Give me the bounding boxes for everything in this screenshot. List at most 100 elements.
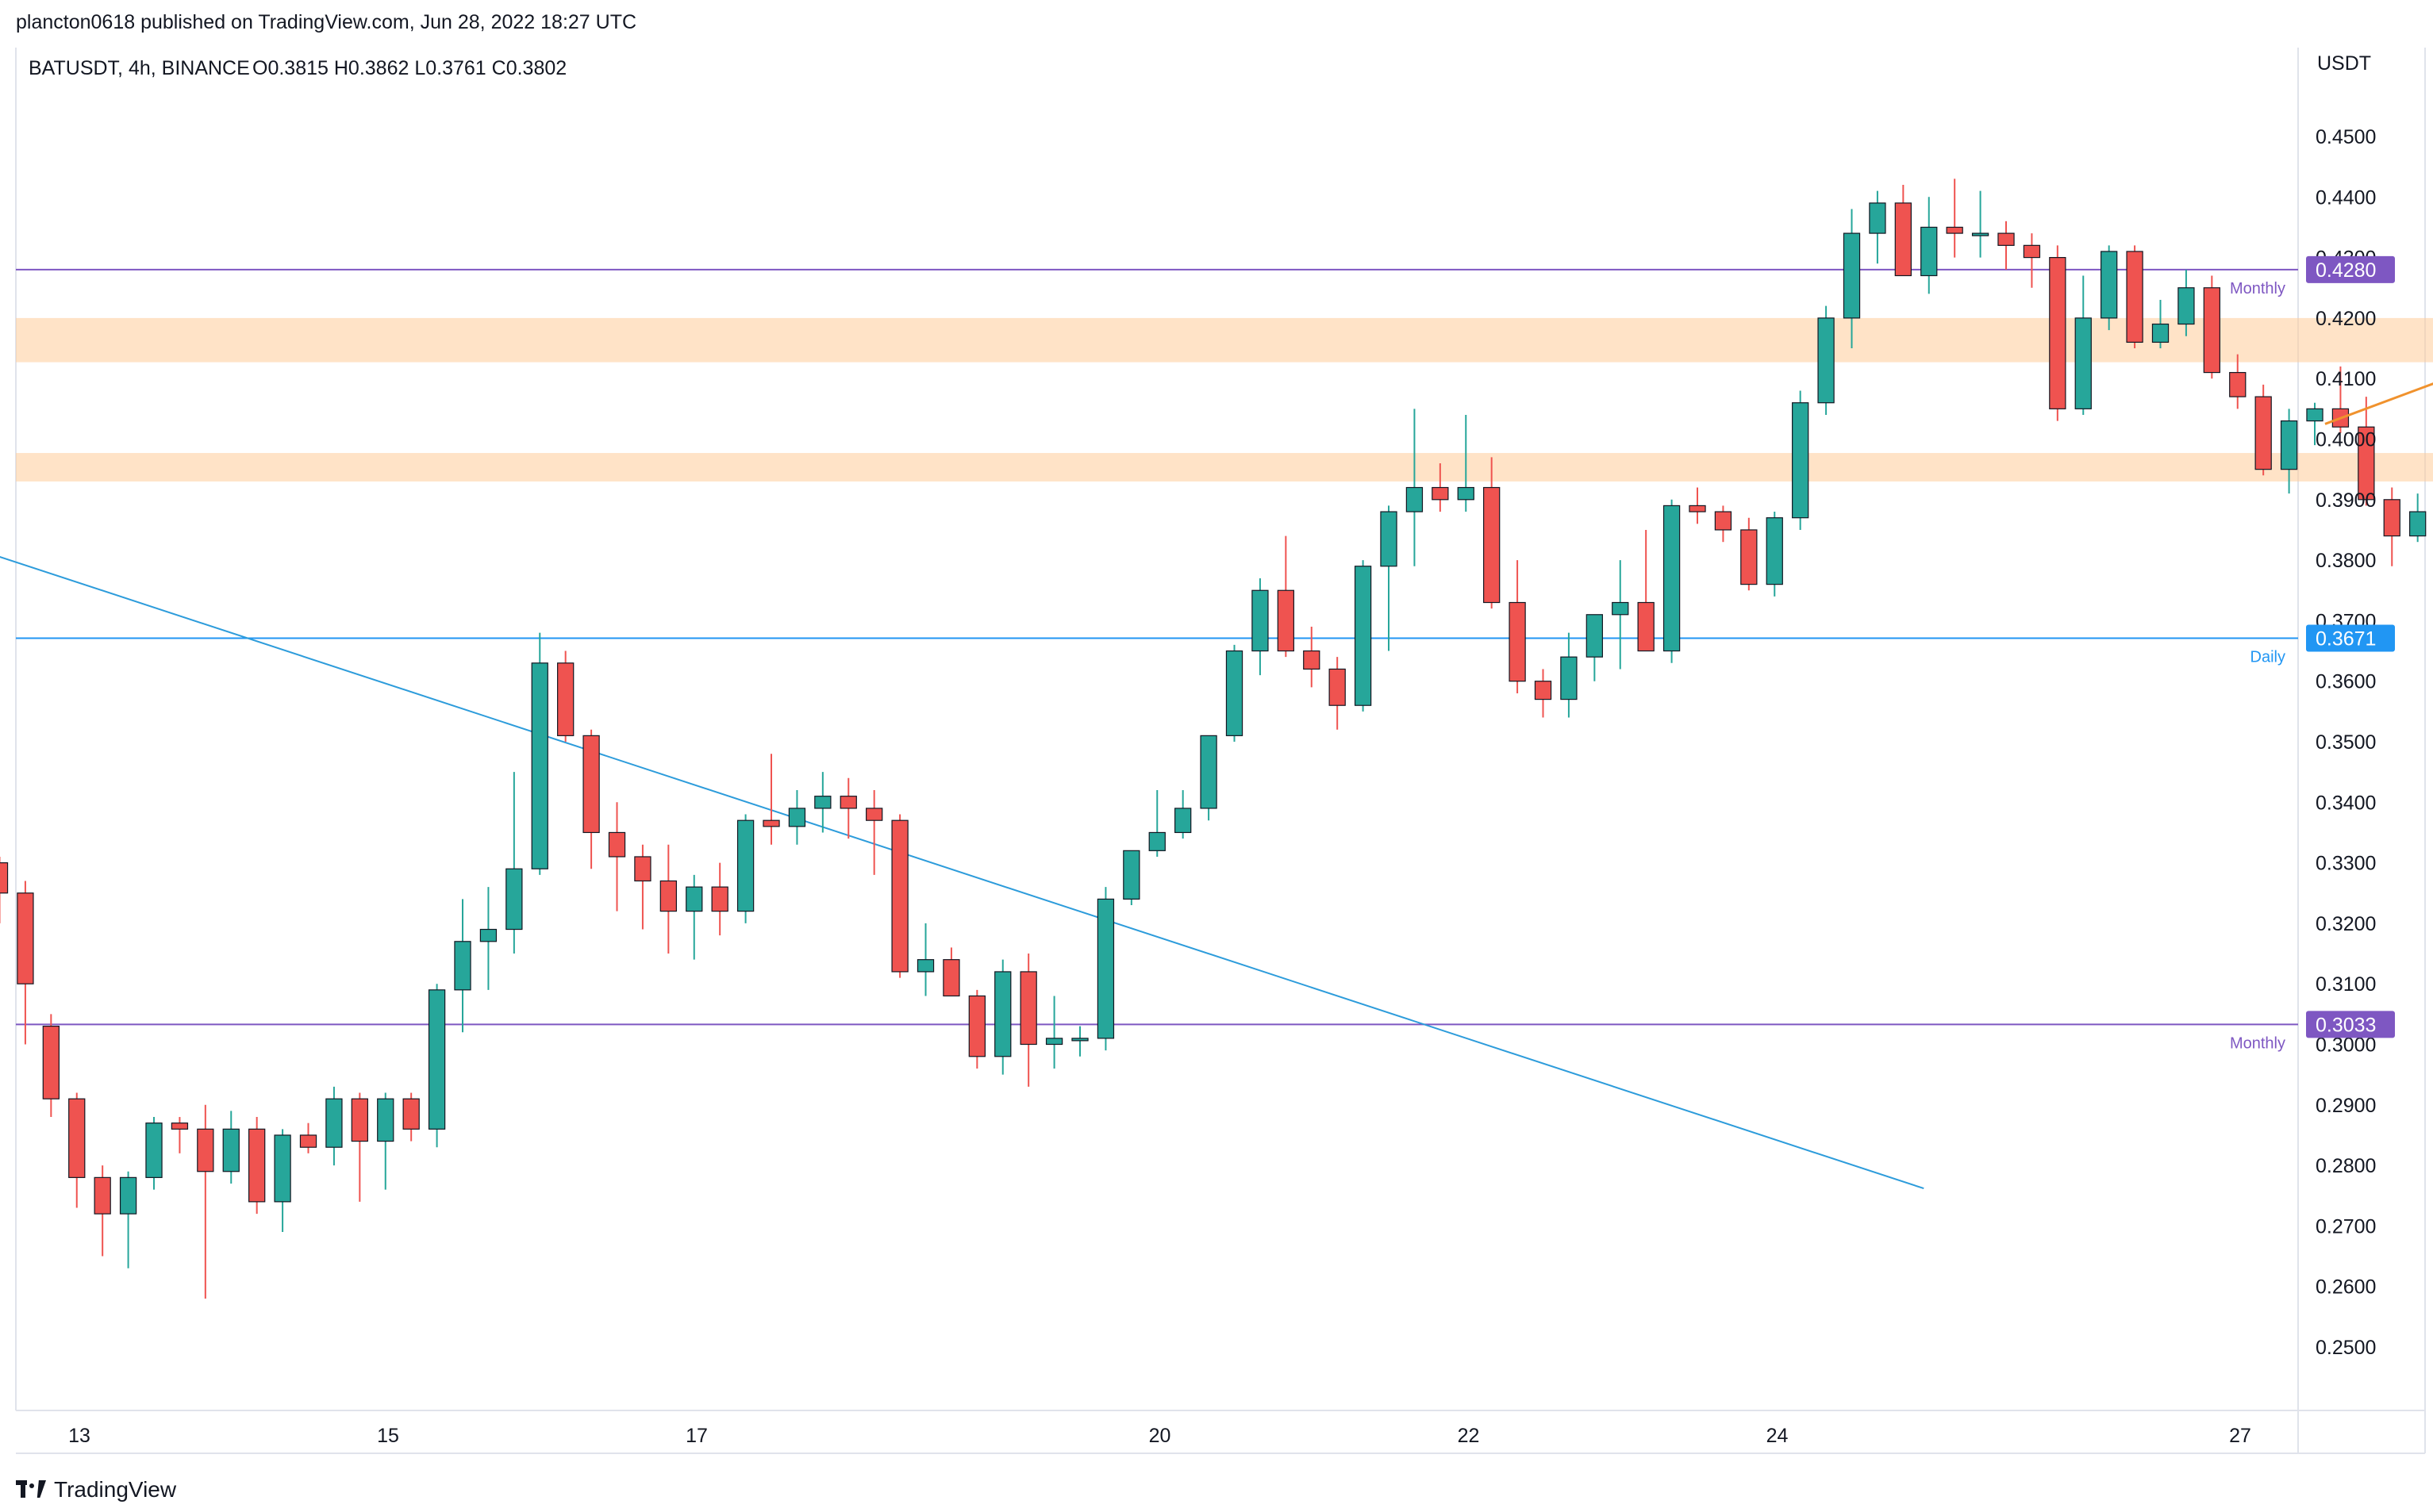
candle (1637, 529, 1655, 652)
candle-body (1354, 566, 1372, 706)
candle-body (1560, 656, 1578, 700)
candle (2151, 300, 2170, 349)
candle (94, 1165, 111, 1257)
level-price-label-1: 0.4280 (2316, 259, 2376, 282)
candle-body (1612, 601, 1629, 616)
candle (377, 1092, 394, 1190)
candle-body (274, 1134, 291, 1203)
candle (428, 984, 446, 1148)
tradingview-logo-icon (16, 1480, 48, 1499)
projection-drawings: −0.0191 (−4.83%) −191 (2324, 382, 2433, 425)
candle (2203, 275, 2220, 379)
candle (351, 1092, 368, 1202)
candle-body (788, 808, 806, 827)
price-tick-label: 0.3900 (2316, 489, 2376, 512)
level-price-tag-3 (2306, 1011, 2395, 1038)
price-tick-label: 0.3200 (2316, 913, 2376, 935)
candle (1689, 487, 1706, 524)
candle-body (1020, 971, 1037, 1046)
candle-body (2203, 287, 2220, 374)
candle-body (763, 819, 780, 827)
candle-body (2358, 426, 2375, 501)
candle (171, 1117, 189, 1153)
candle (1303, 627, 1320, 688)
candle (686, 874, 703, 960)
candle-body (299, 1134, 317, 1148)
descending-trendline (0, 555, 1924, 1190)
candle-body (1766, 517, 1783, 585)
candle-body (1740, 529, 1758, 585)
time-tick-label: 22 (1458, 1425, 1480, 1447)
candle (2177, 269, 2195, 336)
candle-body (582, 735, 600, 834)
price-tick-label: 0.3500 (2316, 731, 2376, 754)
candle-body (1534, 681, 1552, 700)
time-tick-label: 24 (1766, 1425, 1789, 1447)
candle-body (42, 1026, 60, 1099)
candle-body (248, 1128, 266, 1203)
candle-body (968, 995, 986, 1057)
candle-body (2126, 251, 2143, 343)
candle-body (0, 862, 9, 894)
candle (2409, 493, 2427, 543)
candle (1560, 632, 1578, 718)
candle (2074, 275, 2092, 415)
candle (2101, 245, 2118, 331)
candle-body (2383, 499, 2400, 537)
candle (1817, 305, 1835, 415)
candle (1123, 850, 1140, 906)
candle-body (1328, 668, 1346, 706)
candle (1071, 1026, 1089, 1057)
candle-body (1097, 898, 1115, 1039)
price-tick-label: 0.3600 (2316, 671, 2376, 693)
axes: 0.45000.44000.43000.42000.41000.40000.39… (68, 126, 2395, 1447)
candle (479, 887, 498, 990)
candle-body (325, 1098, 343, 1148)
candle (557, 650, 575, 742)
price-tick-label: 0.2600 (2316, 1276, 2376, 1299)
publish-info: plancton0618 published on TradingView.co… (16, 11, 637, 33)
candle (1740, 517, 1758, 591)
candle (659, 844, 677, 954)
candle-body (119, 1176, 137, 1215)
projection-path (2324, 382, 2433, 425)
candle (1534, 669, 1552, 718)
candle (42, 1014, 60, 1118)
candle (531, 632, 548, 875)
candle-body (840, 796, 857, 809)
candle (1585, 614, 1603, 681)
candle (2229, 354, 2247, 409)
price-tick-label: 0.3300 (2316, 853, 2376, 875)
candle-body (1792, 402, 1809, 519)
candle-body (222, 1128, 240, 1172)
price-tick-label: 0.4200 (2316, 308, 2376, 330)
candle (1277, 535, 1294, 658)
candle-body (2023, 244, 2041, 259)
symbol-line: BATUSDT, 4h, BINANCE (29, 57, 250, 79)
candle-body (68, 1098, 86, 1178)
candle (866, 790, 883, 875)
candle-body (351, 1098, 368, 1142)
candle (1225, 644, 1243, 742)
candle-body (1457, 486, 1474, 501)
candle-body (891, 819, 909, 973)
candle (1097, 887, 1115, 1051)
candle-body (171, 1122, 189, 1130)
candle (197, 1104, 214, 1299)
candle-body (943, 959, 960, 997)
ohlc-values: O0.3815 H0.3862 L0.3761 C0.3802 (252, 57, 567, 79)
candle-body (2409, 511, 2427, 537)
candle-body (505, 868, 523, 931)
candle (1920, 197, 1938, 294)
level-price-label-2: 0.3671 (2316, 628, 2376, 650)
candle (1148, 790, 1166, 857)
candle (1612, 560, 1629, 670)
candle-body (1997, 232, 2015, 246)
candle-body (1045, 1038, 1063, 1046)
price-tick-label: 0.2800 (2316, 1155, 2376, 1177)
candle (1714, 505, 1732, 543)
candle-body (686, 886, 703, 912)
candle (2306, 402, 2323, 446)
candle (968, 989, 986, 1069)
